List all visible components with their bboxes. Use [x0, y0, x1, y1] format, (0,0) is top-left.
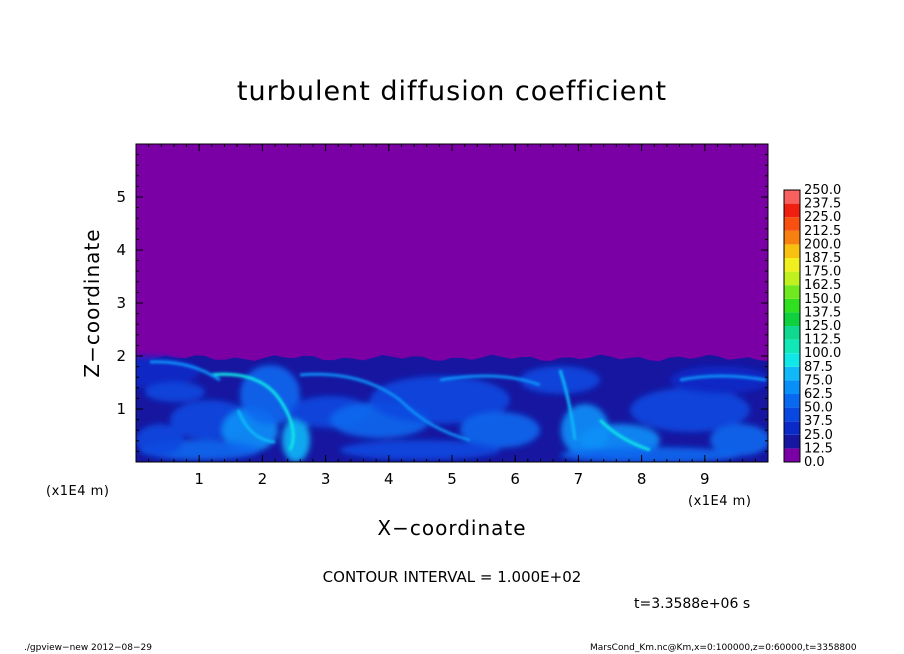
- x-axis-ticks: 1 2 3 4 5 6 7 8 9: [148, 144, 769, 488]
- colorbar-swatch: [784, 230, 800, 245]
- z-unit-label: (x1E4 m): [46, 484, 110, 499]
- colorbar-swatch: [784, 421, 800, 435]
- colorbar: 0.012.525.037.550.062.575.087.5100.0112.…: [783, 183, 841, 470]
- colorbar-label: 212.5: [804, 224, 841, 239]
- x-tick-label: 3: [321, 470, 331, 488]
- colorbar-label: 225.0: [804, 210, 841, 225]
- colorbar-label: 187.5: [804, 251, 841, 266]
- colorbar-swatch: [784, 326, 800, 340]
- y-tick-label: 2: [116, 347, 126, 365]
- colorbar-label: 237.5: [804, 197, 841, 212]
- colorbar-swatch: [784, 203, 800, 218]
- x-tick-label: 8: [637, 470, 647, 488]
- colorbar-label: 112.5: [804, 333, 841, 348]
- colorbar-swatch: [784, 366, 800, 381]
- footer-right: MarsCond_Km.nc@Km,x=0:100000,z=0:60000,t…: [590, 643, 857, 653]
- colorbar-label: 0.0: [804, 455, 825, 470]
- colorbar-swatch: [784, 380, 800, 394]
- colorbar-swatch: [784, 190, 800, 204]
- colorbar-swatch: [784, 312, 800, 326]
- colorbar-label: 200.0: [804, 237, 841, 252]
- colorbar-label: 50.0: [804, 401, 833, 416]
- colorbar-swatch: [784, 339, 800, 354]
- heatmap-field: [136, 144, 768, 462]
- colorbar-label: 37.5: [804, 414, 833, 429]
- colorbar-label: 150.0: [804, 292, 841, 307]
- colorbar-swatch: [784, 407, 800, 422]
- colorbar-swatch: [784, 353, 800, 367]
- x-tick-label: 6: [510, 470, 520, 488]
- y-axis-ticks: 1 2 3 4 5: [116, 154, 768, 452]
- time-label: t=3.3588e+06 s: [634, 596, 751, 612]
- colorbar-label: 75.0: [804, 373, 833, 388]
- x-tick-label: 5: [447, 470, 457, 488]
- x-tick-label: 7: [574, 470, 584, 488]
- colorbar-label: 12.5: [804, 441, 833, 456]
- colorbar-swatch: [784, 448, 800, 462]
- colorbar-label: 100.0: [804, 346, 841, 361]
- colorbar-swatch: [784, 434, 800, 449]
- contour-interval-label: CONTOUR INTERVAL = 1.000E+02: [322, 568, 582, 586]
- x-unit-label: (x1E4 m): [688, 494, 752, 509]
- turbulence-filaments: [149, 360, 767, 452]
- x-tick-label: 4: [384, 470, 394, 488]
- colorbar-label: 125.0: [804, 319, 841, 334]
- colorbar-label: 175.0: [804, 265, 841, 280]
- colorbar-swatch: [784, 394, 800, 408]
- colorbar-label: 137.5: [804, 305, 841, 320]
- colorbar-label: 62.5: [804, 387, 833, 402]
- x-axis-label: X−coordinate: [377, 516, 527, 540]
- y-tick-label: 5: [116, 188, 126, 206]
- colorbar-swatch: [784, 258, 800, 272]
- y-tick-label: 4: [116, 241, 126, 259]
- y-tick-label: 1: [116, 400, 126, 418]
- colorbar-swatch: [784, 298, 800, 313]
- colorbar-swatch: [784, 285, 800, 299]
- colorbar-frame: [783, 189, 801, 463]
- x-tick-label: 1: [194, 470, 204, 488]
- colorbar-label: 162.5: [804, 278, 841, 293]
- colorbar-label: 25.0: [804, 428, 833, 443]
- x-tick-label: 2: [258, 470, 268, 488]
- colorbar-label: 250.0: [804, 183, 841, 198]
- colorbar-swatch: [784, 217, 800, 231]
- colorbar-swatch: [784, 244, 800, 258]
- colorbar-label: 87.5: [804, 360, 833, 375]
- x-tick-label: 9: [700, 470, 710, 488]
- colorbar-swatch: [784, 271, 800, 286]
- y-tick-label: 3: [116, 294, 126, 312]
- chart-title: turbulent diffusion coefficient: [236, 76, 668, 107]
- footer-left: ./gpview−new 2012−08−29: [24, 643, 152, 653]
